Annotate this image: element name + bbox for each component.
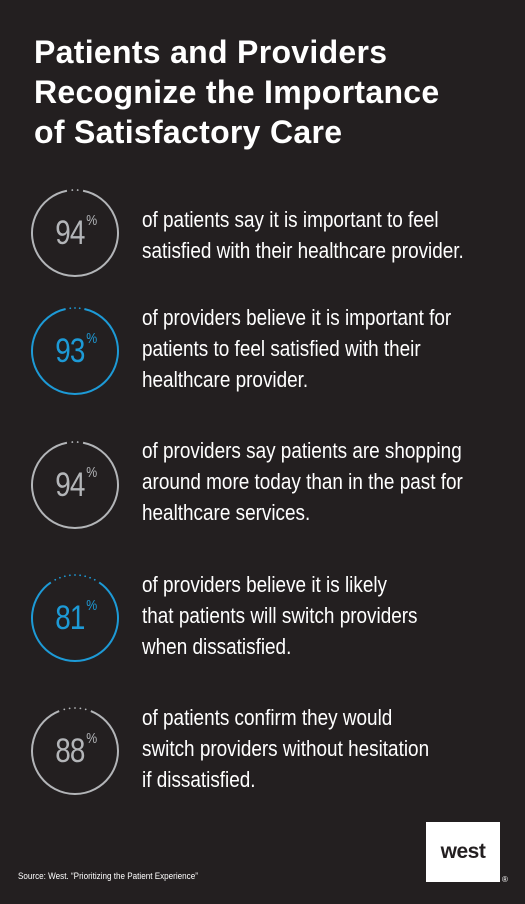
stat-item: 93 % of providers believe it is importan… — [30, 305, 510, 396]
ring-dot — [79, 574, 82, 577]
ring-graphic — [31, 707, 119, 795]
description-line: satisfied with their healthcare provider… — [142, 238, 464, 263]
stat-item: 81 % of providers believe it is likely t… — [30, 572, 510, 663]
ring-dot — [79, 707, 82, 710]
ring-dot — [68, 707, 71, 710]
registered-mark: ® — [502, 875, 508, 884]
ring-graphic — [31, 307, 119, 395]
ring-dot — [76, 441, 79, 443]
percentage-value: 81 % — [30, 573, 120, 663]
description-line: that patients will switch providers — [142, 603, 418, 628]
ring-arc — [31, 581, 119, 662]
ring-dot — [71, 189, 74, 191]
ring-graphic — [31, 574, 119, 662]
stat-number: 94 — [55, 213, 85, 252]
ring-dot — [63, 575, 66, 578]
percentage-ring: 93 % — [30, 306, 120, 396]
percentage-value: 93 % — [30, 306, 120, 396]
ring-dot — [74, 574, 76, 576]
ring-dot — [68, 574, 71, 577]
description-line: patients to feel satisfied with their — [142, 336, 421, 361]
description-line: around more today than in the past for — [142, 469, 463, 494]
title-line: Patients and Providers — [34, 34, 388, 70]
ring-dot — [74, 307, 76, 309]
description-line: of providers say patients are shopping — [142, 438, 462, 463]
stat-description: of providers say patients are shopping a… — [142, 435, 512, 528]
ring-dot — [71, 441, 74, 443]
percentage-ring: 81 % — [30, 573, 120, 663]
ring-dot — [69, 307, 72, 310]
percentage-value: 88 % — [30, 706, 120, 796]
description-line: if dissatisfied. — [142, 767, 256, 792]
ring-graphic — [31, 441, 119, 529]
percent-sign: % — [85, 730, 97, 747]
logo-text: west — [440, 840, 486, 863]
description-line: healthcare provider. — [142, 367, 309, 392]
stat-item: 94 % of patients say it is important to … — [30, 188, 510, 278]
percentage-ring: 94 % — [30, 188, 120, 278]
ring-dot — [93, 578, 96, 581]
description-line: switch providers without hesitation — [142, 736, 430, 761]
stat-description: of patients say it is important to feel … — [142, 204, 512, 266]
west-logo: west — [426, 822, 500, 882]
ring-dot — [63, 708, 66, 711]
percent-sign: % — [85, 330, 97, 347]
stat-description: of providers believe it is likely that p… — [142, 569, 512, 662]
ring-dot — [59, 576, 61, 579]
description-line: healthcare services. — [142, 500, 311, 525]
source-note: Source: West. “Prioritizing the Patient … — [18, 871, 198, 881]
stat-number: 81 — [55, 598, 85, 637]
description-line: of patients say it is important to feel — [142, 207, 439, 232]
percent-sign: % — [85, 464, 97, 481]
description-line: of providers believe it is likely — [142, 572, 388, 597]
ring-dot — [76, 189, 79, 191]
stat-item: 94 % of providers say patients are shopp… — [30, 438, 510, 530]
ring-dot — [78, 307, 81, 310]
description-line: when dissatisfied. — [142, 634, 292, 659]
title-line: Recognize the Importance — [34, 74, 440, 110]
ring-dot — [84, 708, 87, 711]
ring-arc — [31, 189, 119, 277]
stat-description: of providers believe it is important for… — [142, 302, 512, 395]
ring-dot — [84, 575, 87, 578]
title-line: of Satisfactory Care — [34, 114, 343, 150]
percent-sign: % — [85, 597, 97, 614]
ring-dot — [89, 576, 91, 579]
stat-number: 93 — [55, 331, 85, 370]
stat-number: 94 — [55, 465, 85, 504]
stat-description: of patients confirm they would switch pr… — [142, 702, 512, 795]
description-line: of providers believe it is important for — [142, 305, 452, 330]
ring-arc — [31, 710, 119, 795]
ring-dot — [54, 578, 57, 581]
percentage-value: 94 % — [30, 188, 120, 278]
infographic-title: Patients and Providers Recognize the Imp… — [34, 32, 504, 152]
ring-dot — [74, 707, 76, 709]
ring-arc — [31, 308, 119, 395]
percentage-value: 94 % — [30, 440, 120, 530]
percentage-ring: 94 % — [30, 440, 120, 530]
description-line: of patients confirm they would — [142, 705, 393, 730]
ring-graphic — [31, 189, 119, 277]
percentage-ring: 88 % — [30, 706, 120, 796]
stat-item: 88 % of patients confirm they would swit… — [30, 705, 510, 796]
stat-number: 88 — [55, 731, 85, 770]
ring-arc — [31, 441, 119, 529]
percent-sign: % — [85, 212, 97, 229]
